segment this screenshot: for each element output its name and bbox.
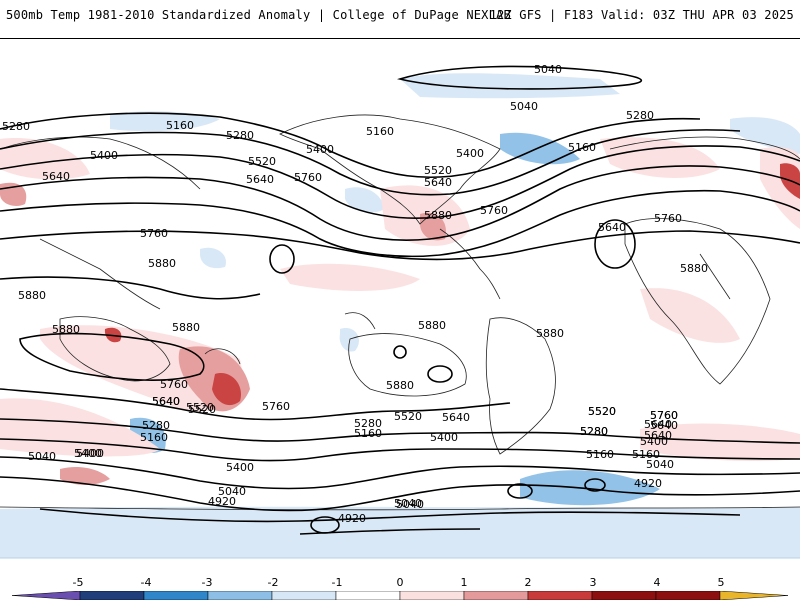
contour-label: 5640	[152, 395, 180, 408]
contour-label: 4920	[634, 477, 662, 490]
contour-label: 4920	[208, 495, 236, 508]
contour-label: 5400	[430, 431, 458, 444]
contour-label: 5760	[654, 212, 682, 225]
contour-label: 5160	[166, 119, 194, 132]
scale-tick-label: -2	[267, 576, 279, 589]
contour-label: 5040	[394, 497, 422, 510]
map-panel: 5040 5040 5160 5280 5280 5160 5400 5160 …	[0, 38, 800, 559]
contour-label: 5760	[650, 409, 678, 422]
contour-label: 5040	[646, 458, 674, 471]
contour-label: 5520	[248, 155, 276, 168]
contour-label: 5400	[226, 461, 254, 474]
contour-label: 5640	[598, 221, 626, 234]
contour-label: 5760	[262, 400, 290, 413]
contour-label: 5880	[536, 327, 564, 340]
contour-label: 5640	[246, 173, 274, 186]
contour-label: 5040	[510, 100, 538, 113]
contour-label: 5160	[366, 125, 394, 138]
contour-label: 5880	[148, 257, 176, 270]
contour-label: 5040	[218, 485, 246, 498]
contour-label: 5640	[424, 176, 452, 189]
contour-label: 4920	[338, 512, 366, 525]
contour-label: 5880	[424, 209, 452, 222]
contour-label: 5400	[74, 447, 102, 460]
contour-label: 5640	[644, 429, 672, 442]
contour-label: 5280	[580, 425, 608, 438]
model-run-info: 12Z GFS | F183 Valid: 03Z THU APR 03 202…	[489, 8, 794, 22]
contour-label: 5040	[534, 63, 562, 76]
contour-labels: 5040 5040 5160 5280 5280 5160 5400 5160 …	[2, 63, 708, 525]
contour-label: 5640	[442, 411, 470, 424]
contour-label: 5880	[172, 321, 200, 334]
color-scale-bar	[12, 591, 788, 600]
contour-label: 5400	[456, 147, 484, 160]
coastlines	[0, 114, 800, 511]
contour-label: 5520	[186, 401, 214, 414]
contour-label: 5280	[354, 417, 382, 430]
contour-label: 5280	[226, 129, 254, 142]
scale-tick-label: 2	[524, 576, 532, 589]
contour-label: 5760	[160, 378, 188, 391]
scale-tick-label: 3	[589, 576, 597, 589]
contour-label: 5040	[396, 498, 424, 511]
contour-label: 5760	[650, 409, 678, 422]
contour-label: 5400	[76, 447, 104, 460]
contour-label: 5160	[586, 448, 614, 461]
height-contours	[0, 65, 800, 535]
anomaly-map: 5040 5040 5160 5280 5280 5160 5400 5160 …	[0, 63, 800, 559]
contour-label: 5520	[394, 410, 422, 423]
contour-label: 5880	[52, 323, 80, 336]
contour-label: 5280	[142, 419, 170, 432]
scale-tick-label: 1	[460, 576, 468, 589]
contour-label: 5760	[140, 227, 168, 240]
contour-label: 5880	[680, 262, 708, 275]
contour-label: 5880	[386, 379, 414, 392]
scale-tick-label: 5	[717, 576, 725, 589]
map-title: 500mb Temp 1981-2010 Standardized Anomal…	[6, 8, 511, 22]
scale-tick-label: -3	[201, 576, 213, 589]
contour-label: 5880	[418, 319, 446, 332]
contour-label: 5400	[306, 143, 334, 156]
contour-label: 5640	[650, 419, 678, 432]
contour-label: 5160	[568, 141, 596, 154]
contour-label: 5520	[188, 403, 216, 416]
contour-label: 5280	[580, 425, 608, 438]
contour-label: 5400	[640, 435, 668, 448]
scale-tick-label: -1	[331, 576, 343, 589]
contour-label: 5880	[18, 289, 46, 302]
contour-label: 5640	[42, 170, 70, 183]
scale-tick-label: 0	[396, 576, 404, 589]
contour-label: 5160	[140, 431, 168, 444]
contour-label: 5040	[28, 450, 56, 463]
contour-label: 5160	[632, 448, 660, 461]
contour-label: 5280	[2, 120, 30, 133]
contour-label: 5400	[90, 149, 118, 162]
scale-tick-label: -5	[72, 576, 84, 589]
color-scale-legend: -5 -4 -3 -2 -1 0 1 2 3 4 5	[0, 562, 800, 600]
contour-label: 5160	[354, 427, 382, 440]
contour-label: 5640	[644, 418, 672, 431]
header: 500mb Temp 1981-2010 Standardized Anomal…	[0, 0, 800, 30]
contour-label: 5280	[626, 109, 654, 122]
contour-label: 5760	[480, 204, 508, 217]
scale-tick-label: 4	[653, 576, 661, 589]
scale-tick-label: -4	[140, 576, 152, 589]
contour-label: 5520	[424, 164, 452, 177]
contour-label: 5520	[588, 405, 616, 418]
contour-label: 5760	[294, 171, 322, 184]
contour-label: 5520	[588, 405, 616, 418]
contour-label: 5640	[152, 395, 180, 408]
